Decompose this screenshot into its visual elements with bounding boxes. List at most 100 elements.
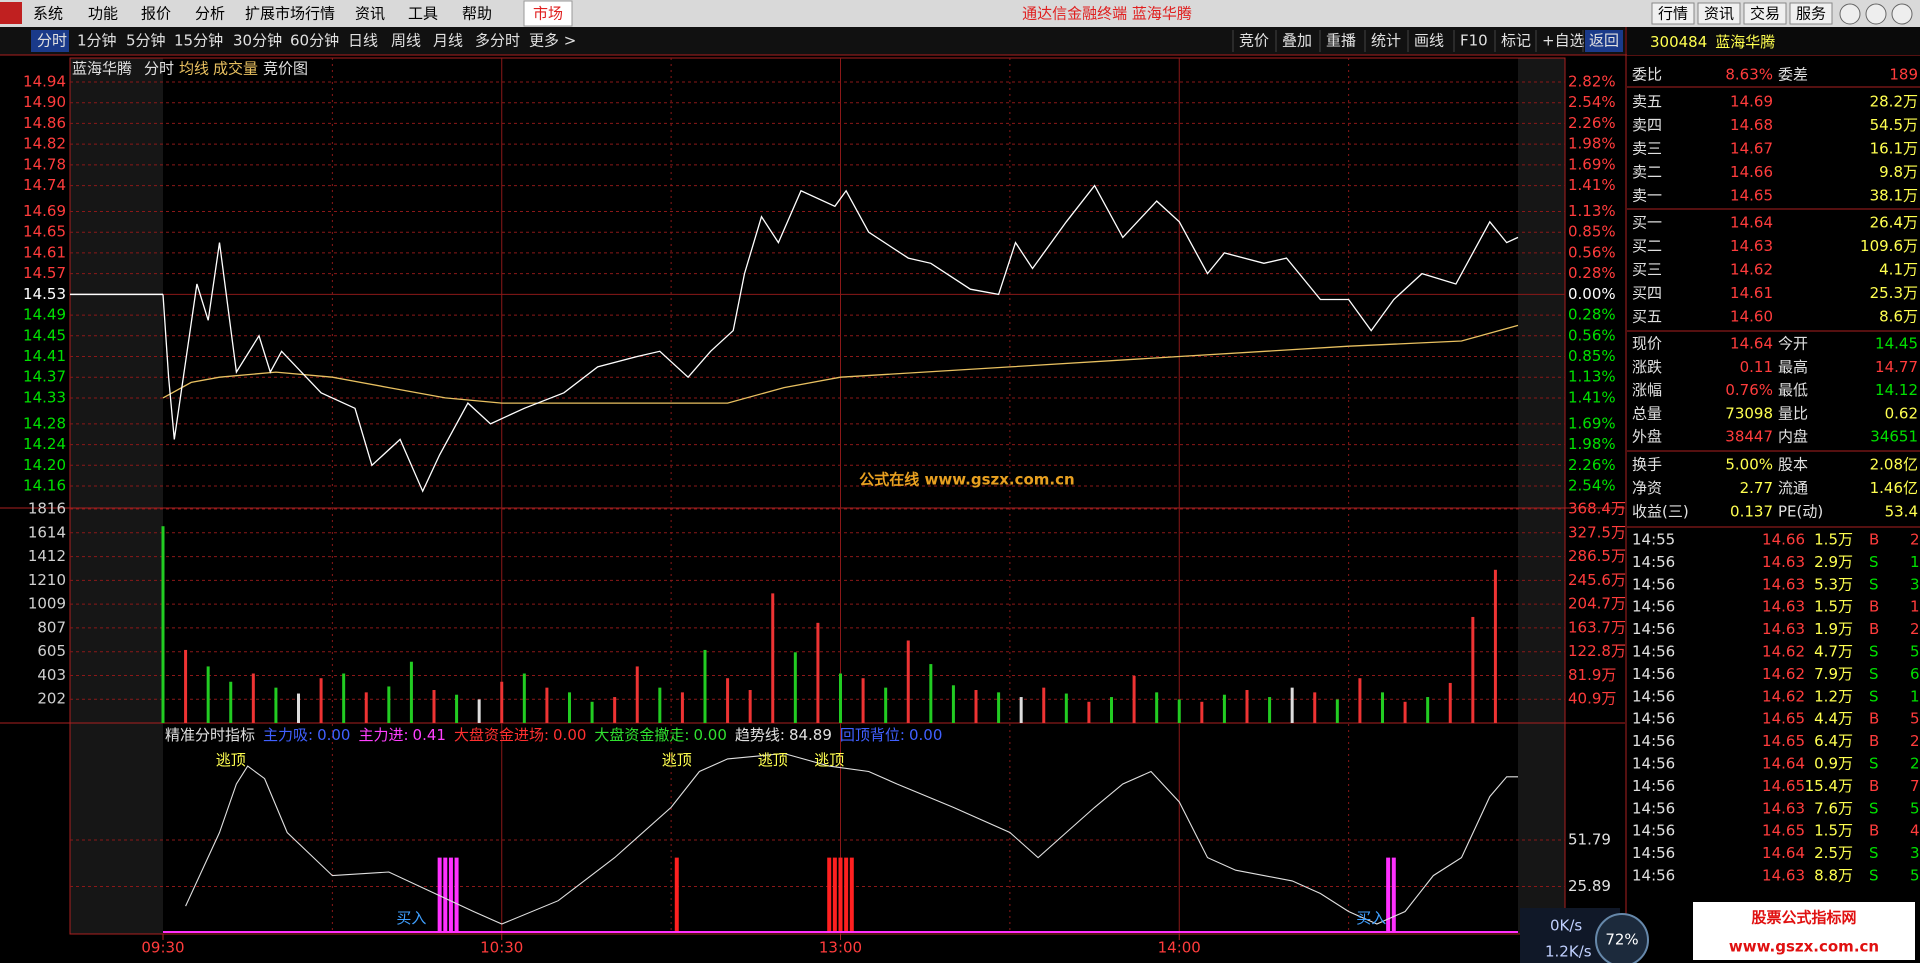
menu-item[interactable]: 资讯	[355, 5, 385, 23]
quote-label: 收益(三)	[1632, 503, 1689, 521]
indicator-tick-label: 25.89	[1568, 877, 1611, 895]
tool-button[interactable]: 画线	[1414, 32, 1444, 50]
tool-button[interactable]: 返回	[1589, 32, 1619, 50]
period-tab[interactable]: 1分钟	[77, 32, 117, 50]
volume-bar	[816, 622, 820, 723]
pct-tick-label: 1.98%	[1568, 435, 1616, 453]
volume-bar	[1358, 678, 1362, 723]
quote-value: 14.77	[1875, 358, 1918, 376]
trade-volume: 1.9万	[1814, 620, 1853, 638]
trade-price: 14.62	[1762, 687, 1805, 705]
quote-value: 0.76%	[1725, 381, 1773, 399]
tool-button[interactable]: 竞价	[1239, 32, 1269, 50]
menu-item[interactable]: 分析	[195, 5, 225, 23]
quote-value: 2.08亿	[1870, 456, 1918, 474]
menu-item[interactable]: 功能	[88, 5, 118, 23]
volume-bar	[477, 699, 481, 723]
trade-volume: 0.9万	[1814, 755, 1853, 773]
stock-name: 蓝海华腾	[1715, 33, 1775, 51]
price-tick-label: 14.41	[23, 347, 66, 365]
trade-volume: 5.3万	[1814, 575, 1853, 593]
trade-price: 14.65	[1762, 732, 1805, 750]
period-tab[interactable]: 多分时	[475, 32, 520, 50]
menu-button[interactable]: 交易	[1750, 5, 1780, 23]
amount-tick-label: 204.7万	[1568, 595, 1626, 613]
trade-time: 14:56	[1632, 553, 1675, 571]
menu-item[interactable]: 系统	[33, 5, 63, 23]
trade-time: 14:56	[1632, 620, 1675, 638]
volume-bar	[884, 687, 888, 723]
market-tab[interactable]: 市场	[533, 5, 563, 23]
book-volume: 25.3万	[1870, 284, 1918, 302]
indicator-field-value: 0.00	[909, 726, 942, 744]
tool-button[interactable]: 叠加	[1282, 32, 1312, 50]
trade-time: 14:56	[1632, 665, 1675, 683]
quote-label: 换手	[1632, 456, 1662, 474]
menu-item[interactable]: 扩展市场行情	[245, 5, 335, 23]
menu-item[interactable]: 工具	[408, 5, 438, 23]
price-tick-label: 14.78	[23, 155, 66, 173]
trade-side: B	[1869, 598, 1879, 616]
menu-item[interactable]: 帮助	[462, 5, 492, 23]
indicator-header: 精准分时指标 主力吸: 0.00 主力进: 0.41 大盘资金进场: 0.00 大盘资金撤走:…	[165, 726, 942, 744]
volume-bar	[432, 690, 436, 723]
tool-button[interactable]: 统计	[1371, 32, 1401, 50]
period-tab[interactable]: 5分钟	[126, 32, 166, 50]
price-tick-label: 14.82	[23, 135, 66, 153]
period-tab[interactable]: 60分钟	[290, 32, 339, 50]
menu-button[interactable]: 行情	[1658, 5, 1688, 23]
book-volume: 16.1万	[1870, 140, 1918, 158]
tool-button[interactable]: 重播	[1326, 32, 1356, 50]
menu-item[interactable]: 报价	[141, 5, 171, 23]
volume-bar	[613, 697, 617, 723]
indicator-annotation: 逃顶	[814, 751, 844, 769]
price-tick-label: 14.24	[23, 435, 66, 453]
decoration	[1789, 2, 1833, 25]
volume-bar	[951, 685, 955, 723]
tool-button[interactable]: 标记	[1501, 32, 1531, 50]
amount-tick-label: 81.9万	[1568, 666, 1616, 684]
decoration	[1697, 2, 1741, 25]
period-tab[interactable]: 周线	[391, 32, 421, 50]
period-tab[interactable]: 30分钟	[233, 32, 282, 50]
menu-button[interactable]: 服务	[1796, 5, 1826, 23]
x-tick-label: 10:30	[480, 939, 523, 957]
book-label: 买一	[1632, 214, 1662, 232]
x-tick-label: 14:00	[1158, 939, 1201, 957]
download-speed: 1.2K/s	[1545, 943, 1592, 961]
period-tab[interactable]: 分时	[37, 32, 67, 50]
trade-price: 14.62	[1762, 665, 1805, 683]
trade-volume: 2.5万	[1814, 844, 1853, 862]
volume-bar	[726, 678, 730, 723]
signal-bar	[1386, 857, 1391, 933]
price-tick-label: 14.69	[23, 202, 66, 220]
pct-tick-label: 2.54%	[1568, 93, 1616, 111]
period-tab[interactable]: 更多 >	[529, 32, 576, 50]
decoration	[70, 58, 163, 934]
decoration	[1518, 58, 1565, 934]
quote-header: 300484 蓝海华腾	[1650, 33, 1775, 51]
pct-tick-label: 0.56%	[1568, 326, 1616, 344]
volume-bar	[1200, 701, 1204, 723]
trade-count: 3	[1910, 575, 1920, 593]
period-tab[interactable]: 日线	[348, 32, 378, 50]
pct-tick-label: 0.28%	[1568, 264, 1616, 282]
indicator-field-name: 主力吸:	[263, 726, 313, 744]
tool-button[interactable]: +自选	[1542, 32, 1585, 50]
tool-button[interactable]: F10	[1460, 32, 1488, 50]
signal-bar	[454, 857, 459, 933]
period-tab[interactable]: 月线	[433, 32, 463, 50]
volume-bar	[929, 664, 933, 723]
pct-tick-label: 1.13%	[1568, 202, 1616, 220]
trade-count: 7	[1910, 777, 1920, 795]
period-tab[interactable]: 15分钟	[174, 32, 223, 50]
menu-button[interactable]: 资讯	[1704, 5, 1734, 23]
trade-count: 1	[1910, 687, 1920, 705]
volume-bar	[1245, 690, 1249, 723]
price-tick-label: 14.37	[23, 368, 66, 386]
trade-side: B	[1869, 620, 1879, 638]
pct-tick-label: 2.82%	[1568, 73, 1616, 91]
trade-count: 2	[1910, 732, 1920, 750]
quote-value: 189	[1889, 66, 1918, 84]
